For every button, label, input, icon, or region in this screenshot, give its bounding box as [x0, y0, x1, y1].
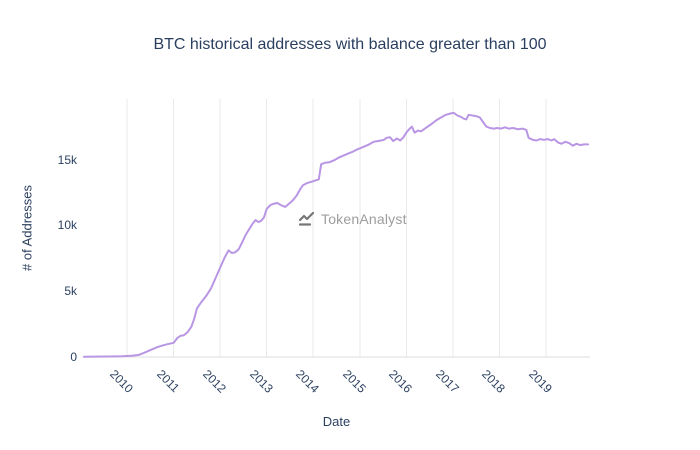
chart-title: BTC historical addresses with balance gr… — [153, 36, 547, 53]
y-tick-label: 5k — [64, 284, 77, 299]
gridlines — [126, 99, 547, 357]
watermark: TokenAnalyst — [299, 211, 407, 227]
y-tick-label: 10k — [57, 218, 77, 233]
y-tick-label: 0 — [70, 350, 77, 364]
y-axis-title: # of Addresses — [19, 185, 35, 271]
series-line — [82, 111, 590, 358]
y-tick-label: 15k — [57, 152, 77, 167]
x-axis-title: Date — [322, 414, 351, 429]
trend-line-icon — [299, 211, 315, 226]
watermark-text: TokenAnalyst — [321, 211, 407, 227]
